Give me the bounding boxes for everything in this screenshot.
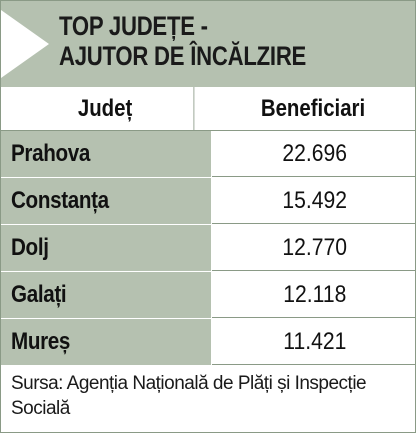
page-title: TOP JUDEȚE - AJUTOR DE ÎNCĂLZIRE — [59, 11, 306, 71]
header: TOP JUDEȚE - AJUTOR DE ÎNCĂLZIRE — [1, 1, 415, 87]
table-row: Constanța 15.492 — [1, 178, 415, 225]
table-row: Mureș 11.421 — [1, 319, 415, 366]
beneficiaries-cell: 11.421 — [212, 319, 415, 365]
column-header-beneficiaries: Beneficiari — [260, 95, 366, 122]
county-name: Dolj — [11, 234, 49, 261]
county-cell: Mureș — [1, 319, 211, 365]
beneficiaries-cell: 22.696 — [212, 131, 415, 177]
county-cell: Prahova — [1, 131, 211, 177]
title-line-1: TOP JUDEȚE - — [59, 11, 208, 41]
county-name: Galați — [11, 281, 67, 308]
column-header-county: Județ — [17, 87, 195, 130]
county-name: Mureș — [11, 328, 71, 355]
table-row: Galați 12.118 — [1, 272, 415, 319]
county-name: Prahova — [11, 140, 91, 167]
beneficiaries-value: 11.421 — [282, 328, 347, 355]
county-cell: Constanța — [1, 178, 211, 224]
county-cell: Dolj — [1, 225, 211, 271]
beneficiaries-cell: 15.492 — [212, 178, 415, 224]
beneficiaries-value: 12.118 — [282, 281, 347, 308]
table-header: Județ Beneficiari — [1, 87, 415, 131]
beneficiaries-value: 22.696 — [282, 140, 347, 167]
table-row: Dolj 12.770 — [1, 225, 415, 272]
beneficiaries-cell: 12.118 — [212, 272, 415, 318]
title-line-2: AJUTOR DE ÎNCĂLZIRE — [59, 41, 307, 71]
table-row: Prahova 22.696 — [1, 131, 415, 178]
beneficiaries-value: 15.492 — [282, 187, 347, 214]
county-cell: Galați — [1, 272, 211, 318]
arrow-marker-icon — [1, 10, 49, 78]
beneficiaries-cell: 12.770 — [212, 225, 415, 271]
county-name: Constanța — [11, 187, 109, 214]
source-note: Sursa: Agenția Națională de Plăți și Ins… — [11, 373, 367, 419]
beneficiaries-value: 12.770 — [282, 234, 347, 261]
table-body: Prahova 22.696 Constanța 15.492 Dolj 12.… — [1, 131, 415, 366]
